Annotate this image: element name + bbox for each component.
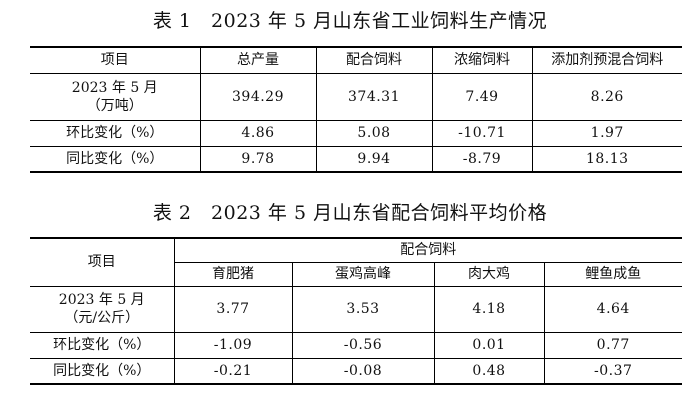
- subheader-cell: 肉大鸡: [433, 261, 545, 287]
- subheader-cell: 鲤鱼成鱼: [543, 261, 682, 287]
- header-cell: 总产量: [199, 46, 317, 74]
- header-cell: 添加剂预混合饲料: [531, 46, 682, 74]
- row-label: 同比变化（%）: [30, 145, 201, 173]
- table-cell: 0.77: [543, 331, 682, 359]
- table-cell: 0.48: [433, 357, 545, 385]
- table-cell: 4.64: [543, 285, 682, 333]
- production-table: 项目 总产量 配合饲料 浓缩饲料 添加剂预混合饲料 2023 年 5 月 （万吨…: [30, 46, 682, 173]
- row-label-unit: （元/公斤）: [64, 310, 140, 326]
- header-cell: 项目: [30, 237, 175, 287]
- table-row: 环比变化（%） 4.86 5.08 -10.71 1.97: [30, 119, 682, 147]
- row-label: 环比变化（%）: [30, 119, 201, 147]
- row-label-line: 2023 年 5 月: [71, 79, 158, 96]
- header-cell: 浓缩饲料: [431, 46, 533, 74]
- table-cell: 374.31: [315, 72, 433, 121]
- table-cell: 1.97: [531, 119, 682, 147]
- row-label: 2023 年 5 月 （元/公斤）: [30, 285, 175, 333]
- price-table: 项目 配合饲料 育肥猪 蛋鸡高峰 肉大鸡 鲤鱼成鱼 2023 年 5 月 （元/…: [30, 237, 682, 385]
- header-cell: 项目: [30, 46, 201, 74]
- table-row: 2023 年 5 月 （元/公斤） 3.77 3.53 4.18 4.64: [30, 285, 682, 333]
- table-cell: 394.29: [199, 72, 317, 121]
- subheader-cell: 育肥猪: [174, 261, 293, 287]
- table-cell: -1.09: [173, 331, 293, 359]
- table-cell: -10.71: [431, 119, 533, 147]
- table-cell: 9.94: [315, 145, 433, 173]
- table-cell: 8.26: [531, 72, 682, 121]
- table-header-row: 项目 总产量 配合饲料 浓缩饲料 添加剂预混合饲料: [30, 46, 682, 74]
- table-cell: 3.53: [291, 285, 435, 333]
- group-header-cell: 配合饲料: [173, 237, 682, 263]
- row-label-unit: （万吨）: [86, 97, 143, 114]
- table-cell: 5.08: [315, 119, 433, 147]
- row-label: 同比变化（%）: [30, 357, 175, 385]
- table-cell: -0.21: [173, 357, 293, 385]
- row-label: 2023 年 5 月 （万吨）: [30, 72, 201, 121]
- table1-title: 表 1 2023 年 5 月山东省工业饲料生产情况: [152, 10, 548, 32]
- table-header-row: 项目 配合饲料: [30, 237, 682, 287]
- table-cell: 3.77: [173, 285, 293, 333]
- subheader-cell: 蛋鸡高峰: [291, 261, 435, 287]
- table-cell: -0.08: [291, 357, 435, 385]
- table-row: 同比变化（%） -0.21 -0.08 0.48 -0.37: [30, 357, 682, 385]
- table-cell: -0.37: [543, 357, 682, 385]
- header-cell: 配合饲料: [315, 46, 433, 74]
- table-cell: -8.79: [431, 145, 533, 173]
- table-cell: 4.18: [433, 285, 545, 333]
- row-label-line: 2023 年 5 月: [58, 292, 145, 308]
- table-cell: 7.49: [431, 72, 533, 121]
- row-label: 环比变化（%）: [30, 331, 175, 359]
- table-cell: 0.01: [433, 331, 545, 359]
- table-cell: 9.78: [199, 145, 317, 173]
- table-cell: 4.86: [199, 119, 317, 147]
- table-cell: -0.56: [291, 331, 435, 359]
- table2-title: 表 2 2023 年 5 月山东省配合饲料平均价格: [152, 202, 548, 224]
- table-cell: 18.13: [531, 145, 682, 173]
- table-row: 环比变化（%） -1.09 -0.56 0.01 0.77: [30, 331, 682, 359]
- table-row: 2023 年 5 月 （万吨） 394.29 374.31 7.49 8.26: [30, 72, 682, 121]
- table-row: 同比变化（%） 9.78 9.94 -8.79 18.13: [30, 145, 682, 173]
